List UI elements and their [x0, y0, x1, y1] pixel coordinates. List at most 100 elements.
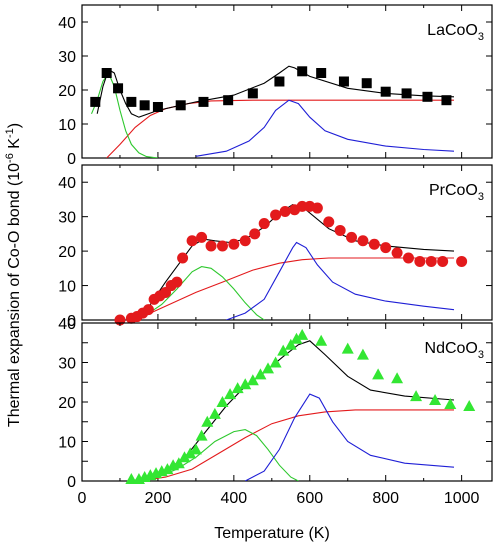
y-tick-label: 20 [58, 244, 76, 261]
y-tick-label: 30 [58, 210, 76, 227]
y-tick-label: 20 [58, 395, 76, 412]
y-axis-title: Thermal expansion of Co-O bond (10-6 K-1… [4, 123, 23, 427]
data-point-triangle [341, 342, 354, 354]
panel-2: 0 10 20 30 40 PrCoO3 [58, 164, 493, 330]
data-point-triangle [429, 394, 442, 406]
panel-3: 0 10 20 30 40 NdCoO3 0 200 400 600 800 1000 [58, 316, 493, 507]
data-point-triangle [246, 374, 259, 386]
data-point-square [361, 78, 372, 89]
data-point-square [380, 86, 391, 97]
data-point-triangle [284, 338, 297, 350]
data-point-triangle [315, 334, 328, 346]
panel-label: PrCoO3 [429, 182, 484, 203]
data-point-triangle [125, 473, 138, 485]
data-point-circle [456, 255, 468, 267]
data-point-circle [368, 238, 380, 250]
curve-component2 [226, 241, 455, 320]
data-point-triangle [239, 378, 252, 390]
y-tick-label: 10 [58, 117, 76, 134]
curve-total [127, 203, 455, 320]
panel-label: LaCoO3 [427, 22, 484, 43]
y-tick-label: 40 [58, 15, 76, 32]
data-point-circle [216, 240, 228, 252]
data-point-triangle [269, 356, 282, 368]
data-point-triangle [201, 415, 214, 427]
y-tick-label: 0 [67, 151, 76, 168]
data-point-square [223, 95, 234, 106]
data-point-square [126, 96, 137, 107]
data-point-triangle [290, 332, 303, 344]
y-tick-label: 0 [67, 474, 76, 491]
y-tick-label: 40 [58, 175, 76, 192]
markers-group [90, 66, 452, 112]
x-tick-label: 200 [145, 490, 172, 507]
curve-component2 [195, 99, 455, 157]
data-point-square [175, 100, 186, 111]
curves-group [127, 203, 455, 320]
data-point-circle [171, 276, 183, 288]
data-point-circle [311, 202, 323, 214]
data-point-triangle [372, 368, 385, 380]
panel-frame [81, 4, 493, 159]
data-point-circle [186, 235, 198, 247]
data-point-square [338, 76, 349, 87]
data-point-triangle [224, 388, 237, 400]
curve-component3 [138, 409, 454, 481]
data-point-square [139, 100, 150, 111]
x-tick-label: 800 [372, 490, 399, 507]
data-point-triangle [444, 397, 457, 409]
data-point-circle [346, 231, 358, 243]
data-point-circle [402, 252, 414, 264]
data-point-triangle [262, 362, 275, 374]
data-point-triangle [208, 407, 221, 419]
x-axis-title: Temperature (K) [214, 525, 330, 542]
y-axis-title-group: Thermal expansion of Co-O bond (10-6 K-1… [4, 123, 23, 427]
y-tick-label: 40 [58, 316, 76, 333]
data-point-triangle [178, 451, 191, 463]
data-point-square [274, 76, 285, 87]
data-point-triangle [184, 447, 197, 459]
data-point-triangle [410, 390, 423, 402]
data-point-circle [249, 228, 261, 240]
curve-component2 [244, 393, 455, 481]
data-point-triangle [189, 443, 202, 455]
y-tick-label: 30 [58, 356, 76, 373]
data-point-triangle [296, 328, 309, 340]
y-tick-label: 0 [67, 313, 76, 330]
data-point-square [422, 91, 433, 102]
data-point-square [152, 102, 163, 112]
data-point-square [401, 88, 412, 99]
data-point-circle [142, 304, 154, 316]
data-point-triangle [463, 399, 476, 411]
data-point-square [90, 96, 101, 107]
data-point-triangle [231, 382, 244, 394]
curve-component1 [131, 266, 265, 320]
y-tick-label: 10 [58, 435, 76, 452]
data-point-circle [334, 224, 346, 236]
markers-group [114, 200, 468, 326]
data-point-square [247, 88, 258, 99]
panel-frame [81, 164, 493, 321]
data-point-circle [196, 231, 208, 243]
panel-1: 0 10 20 30 40 LaCoO3 [58, 4, 493, 168]
x-tick-label: 400 [221, 490, 248, 507]
data-point-circle [279, 206, 291, 217]
data-point-circle [258, 218, 270, 230]
data-point-circle [270, 209, 282, 221]
data-point-circle [437, 255, 449, 267]
data-point-square [316, 68, 327, 78]
data-point-circle [357, 235, 369, 247]
curve-total [96, 65, 455, 118]
x-tick-label: 0 [78, 490, 87, 507]
data-point-square [198, 96, 209, 107]
data-point-circle [323, 216, 335, 228]
data-point-square [101, 68, 112, 78]
data-point-square [297, 66, 308, 77]
data-point-triangle [356, 348, 369, 360]
curves-group [90, 65, 455, 158]
markers-group [125, 328, 476, 485]
data-point-square [113, 83, 124, 94]
data-point-triangle [195, 429, 208, 441]
x-tick-label: 600 [296, 490, 323, 507]
curve-component1 [90, 71, 158, 158]
